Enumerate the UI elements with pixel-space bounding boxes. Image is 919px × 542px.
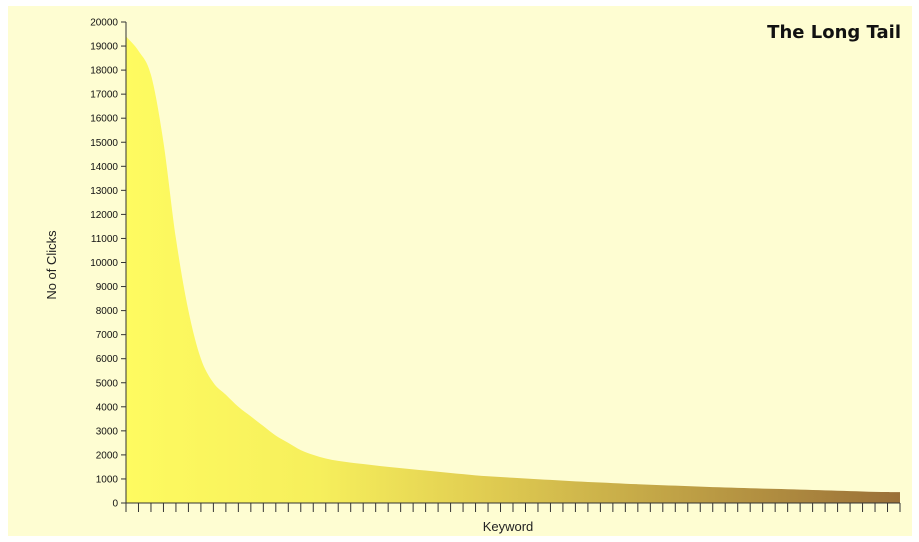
y-tick-label: 0 [112, 499, 118, 510]
y-axis: 0 1000 2000 3000 4000 5000 6000 7000 8000 9000 100… [90, 18, 127, 510]
y-tick-label: 12000 [90, 210, 118, 221]
y-tick-label: 10000 [90, 258, 118, 269]
chart-title: The Long Tail [767, 22, 901, 43]
y-tick-label: 7000 [96, 330, 119, 341]
y-tick-label: 16000 [90, 114, 118, 125]
y-tick-label: 20000 [90, 18, 118, 29]
y-tick-label: 6000 [96, 354, 119, 365]
y-tick-label: 4000 [96, 402, 119, 413]
y-tick-label: 3000 [96, 426, 119, 437]
y-tick-label: 17000 [90, 90, 118, 101]
x-axis-title: Keyword [483, 519, 534, 534]
y-tick-label: 2000 [96, 450, 119, 461]
y-tick-label: 11000 [91, 234, 119, 245]
y-tick-label: 13000 [90, 186, 118, 197]
x-axis [125, 502, 901, 512]
y-tick-label: 14000 [90, 162, 118, 173]
y-axis-title: No of Clicks [44, 230, 59, 300]
y-tick-label: 19000 [90, 42, 118, 53]
y-tick-label: 1000 [96, 474, 119, 485]
long-tail-area [126, 36, 900, 504]
y-tick-label: 8000 [96, 306, 119, 317]
y-tick-label: 18000 [90, 66, 118, 77]
y-tick-label: 9000 [96, 282, 119, 293]
y-tick-label: 15000 [90, 138, 118, 149]
y-tick-label: 5000 [96, 378, 119, 389]
